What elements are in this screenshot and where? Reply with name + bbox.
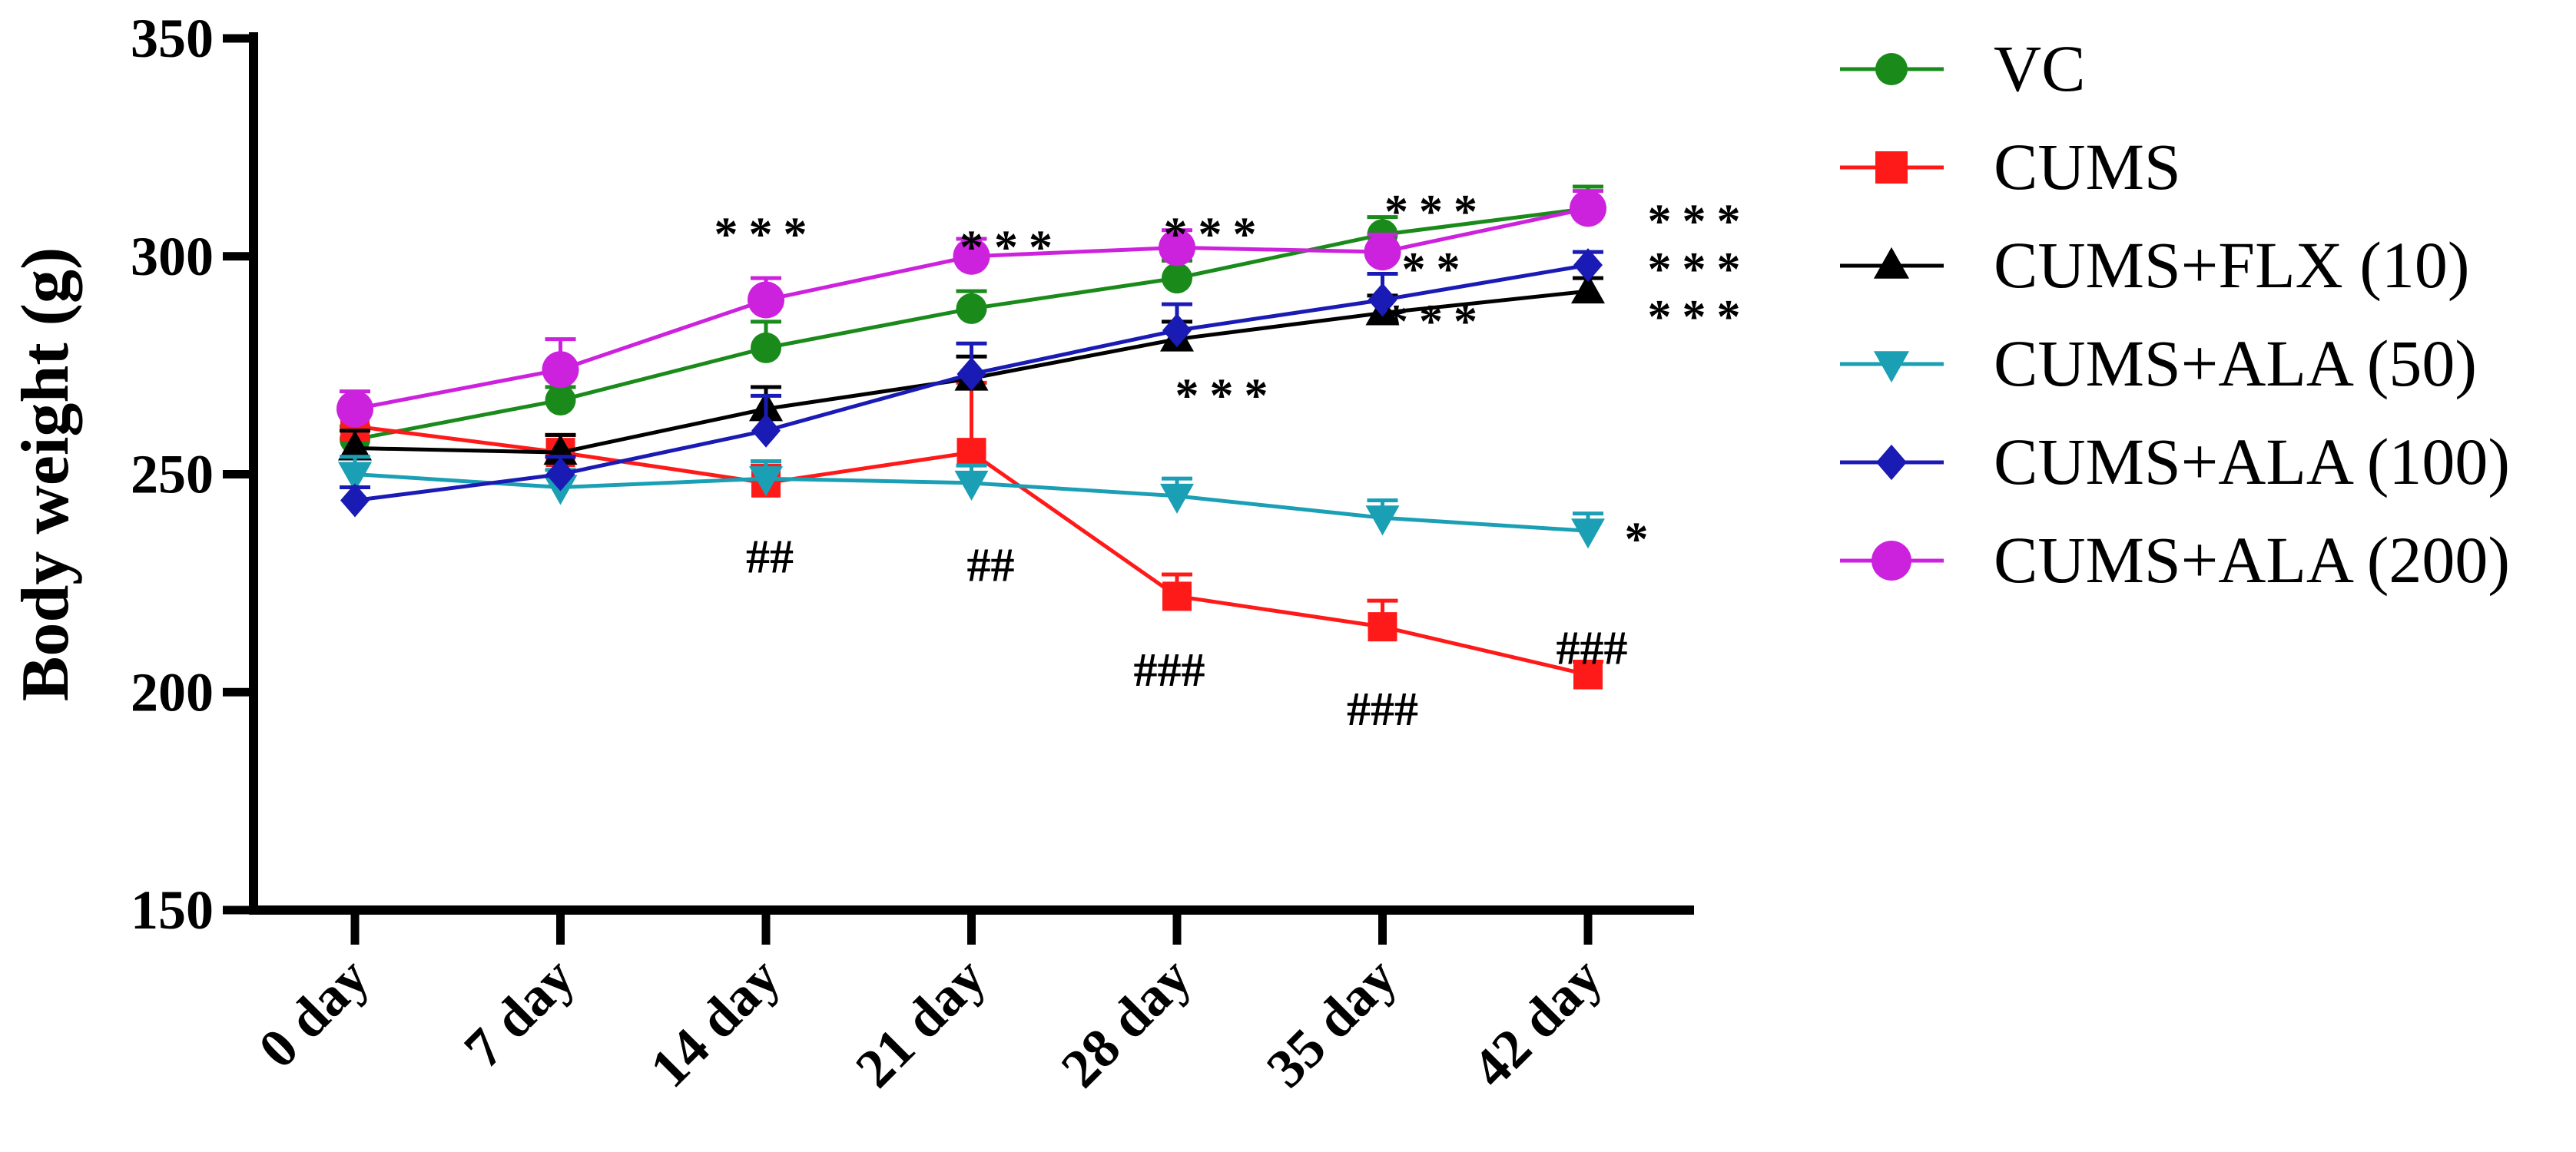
x-tick-label: 35 day: [1255, 946, 1407, 1099]
data-point: [1162, 581, 1192, 611]
legend-swatch-marker: [1873, 247, 1910, 279]
legend-swatch-marker: [1875, 53, 1908, 85]
data-point: [751, 332, 781, 363]
legend-item: CUMS+ALA (200): [1840, 523, 2510, 597]
data-point: [1368, 612, 1397, 642]
x-tick-label: 7 day: [453, 946, 586, 1080]
significance-stars: ***: [1648, 243, 1752, 296]
data-point: [1162, 313, 1192, 348]
legend-swatch-marker: [1875, 151, 1908, 184]
data-point: [1364, 233, 1401, 271]
data-point: [749, 466, 783, 497]
significance-stars: ***: [1164, 208, 1268, 260]
significance-hashes: ##: [967, 540, 1015, 592]
legend-swatch-marker: [1873, 351, 1910, 383]
significance-stars: ***: [1384, 296, 1488, 348]
data-point: [337, 390, 373, 428]
legend-item: CUMS+ALA (100): [1840, 425, 2510, 498]
data-point: [1365, 505, 1400, 536]
legend-item: CUMS: [1840, 130, 2181, 204]
axes: 150 200 250 300 350 0 day 7 day 14 day 21 day 28 …: [8, 8, 1694, 1099]
x-tick-label: 14 day: [638, 946, 791, 1099]
legend-swatch-marker: [1871, 541, 1911, 581]
data-point: [1159, 229, 1195, 266]
significance-hashes: ##: [746, 531, 794, 583]
x-tick-label: 28 day: [1049, 946, 1202, 1099]
series-cums-ala-100: [340, 248, 1603, 518]
data-point: [954, 470, 989, 501]
data-point: [1573, 660, 1603, 690]
significance-stars: ***: [714, 208, 818, 260]
annotations-layer: *** *** *** *********************## ########…: [714, 186, 1752, 736]
data-point: [338, 430, 372, 461]
data-point: [956, 438, 986, 468]
data-point: [751, 413, 781, 448]
legend-item: VC: [1840, 31, 2085, 105]
legend-item: CUMS+FLX (10): [1840, 228, 2470, 302]
significance-hashes: ###: [1347, 684, 1418, 736]
data-point: [1162, 263, 1192, 294]
x-tick-label: 0 day: [247, 946, 380, 1080]
legend-item: CUMS+ALA (50): [1840, 326, 2477, 400]
significance-stars: ***: [960, 221, 1063, 273]
data-point: [1573, 248, 1603, 283]
significance-stars: ***: [1648, 291, 1752, 343]
legend-label: CUMS: [1994, 130, 2181, 204]
data-point: [338, 462, 372, 492]
data-point: [542, 351, 579, 389]
significance-hashes: ###: [1134, 644, 1205, 697]
series-cums-ala-200: [337, 189, 1606, 428]
y-tick-label: 200: [131, 661, 214, 723]
legend-label: CUMS+ALA (200): [1994, 523, 2510, 597]
data-point: [953, 237, 990, 275]
significance-stars: ***: [1648, 195, 1752, 247]
legend-swatch-marker: [1876, 444, 1907, 481]
x-tick-label: 21 day: [844, 946, 996, 1099]
y-tick-label: 300: [131, 226, 214, 287]
significance-stars: **: [1402, 243, 1471, 296]
data-point: [1571, 273, 1605, 304]
series-layer: [337, 184, 1606, 690]
data-point: [545, 385, 576, 416]
x-tick-label: 42 day: [1460, 946, 1613, 1099]
data-point: [956, 293, 987, 324]
significance-stars: ***: [1384, 186, 1488, 238]
y-tick-label: 250: [131, 444, 214, 505]
data-point: [748, 281, 784, 319]
legend-label: VC: [1994, 31, 2085, 105]
series-cums-ala-50: [338, 455, 1605, 549]
data-point: [545, 457, 575, 492]
legend-label: CUMS+ALA (100): [1994, 425, 2510, 498]
y-axis-title: Body weight (g): [8, 247, 83, 702]
significance-stars: *: [1625, 514, 1659, 566]
legend: VC CUMS CUMS+FLX (10) CUMS+ALA (50) CUMS+ALA…: [1840, 31, 2510, 597]
legend-label: CUMS+ALA (50): [1994, 326, 2477, 400]
data-point: [1571, 518, 1605, 549]
data-point: [340, 483, 370, 518]
legend-label: CUMS+FLX (10): [1994, 228, 2470, 302]
data-point: [1368, 283, 1397, 317]
series-cums: [340, 380, 1603, 690]
data-point: [956, 356, 986, 391]
data-point: [1160, 483, 1194, 514]
y-tick-label: 150: [131, 879, 214, 941]
significance-hashes: ###: [1557, 623, 1628, 675]
data-point: [1570, 190, 1606, 227]
y-tick-label: 350: [131, 8, 214, 69]
significance-stars: ***: [1175, 369, 1279, 422]
